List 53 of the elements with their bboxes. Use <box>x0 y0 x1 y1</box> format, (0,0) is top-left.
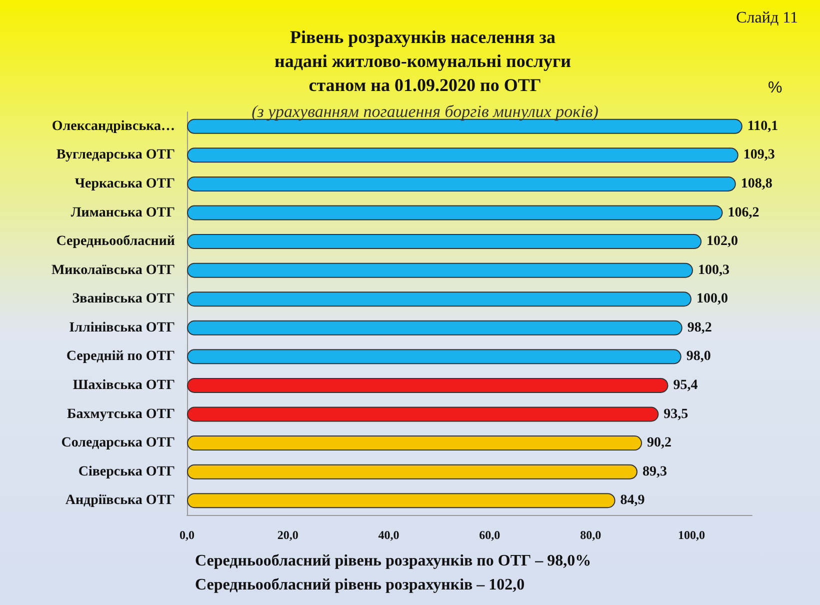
bar <box>187 320 682 336</box>
y-tick-label: Лиманська ОТГ <box>70 205 176 220</box>
y-tick-label: Черкаська ОТГ <box>74 176 176 192</box>
x-tick-label: 60,0 <box>479 528 500 542</box>
y-tick-label: Званівська ОТГ <box>72 292 176 307</box>
data-label: 108,8 <box>740 176 772 192</box>
data-label: 109,3 <box>743 148 775 163</box>
data-label: 93,5 <box>664 406 688 422</box>
bar <box>187 148 738 163</box>
bar <box>187 349 682 364</box>
data-label: 110,1 <box>747 118 778 134</box>
x-tick-label: 0,0 <box>180 528 194 542</box>
y-tick-label: Соледарська ОТГ <box>61 436 176 451</box>
data-label: 89,3 <box>642 464 667 480</box>
bar <box>187 493 616 508</box>
bar <box>187 292 692 307</box>
x-tick-label: 100,0 <box>678 528 705 542</box>
y-tick-label: Середній по ОТГ <box>66 349 176 364</box>
data-label: 98,2 <box>687 320 712 336</box>
data-label: 95,4 <box>673 378 698 393</box>
text: Середньообласний рівень розрахунків по ОТГ – 98,0% <box>195 552 592 570</box>
chart-title: Рівень розрахунків населення за надані житлово-комунальні послуги станом на 01.09.2020 по ОТГ <box>274 27 576 95</box>
data-label: 100,3 <box>698 262 730 278</box>
y-tick-label: Вугледарська ОТГ <box>56 148 176 163</box>
bar <box>187 205 723 220</box>
data-label: 98,0 <box>686 349 711 364</box>
bar <box>187 234 702 250</box>
bar <box>187 262 693 278</box>
bar <box>187 176 736 192</box>
y-tick-label: Сіверська ОТГ <box>78 464 176 480</box>
x-tick-label: 80,0 <box>580 528 602 542</box>
text: Слайд 11 <box>736 10 798 26</box>
x-tick-label: 40,0 <box>378 528 400 542</box>
data-label: 100,0 <box>696 292 728 307</box>
y-tick-label: Олександрівська… <box>52 118 175 134</box>
data-label: 102,0 <box>706 234 738 250</box>
bar <box>187 406 659 422</box>
y-tick-label: Бахмутська ОТГ <box>67 406 176 422</box>
chart-subtitle: (з урахуванням погашення боргів минулих років) <box>252 102 599 121</box>
bar <box>187 436 642 451</box>
x-axis-title: % <box>768 80 782 96</box>
data-label: 106,2 <box>728 205 760 220</box>
y-tick-label: Андріївська ОТГ <box>65 493 176 508</box>
data-label: 90,2 <box>647 436 672 451</box>
text: Середньообласний рівень розрахунків – 102,0 <box>195 576 525 594</box>
data-label: 84,9 <box>620 493 645 508</box>
bar <box>187 378 668 393</box>
x-tick-label: 20,0 <box>277 528 298 542</box>
y-tick-label: Миколаївська ОТГ <box>51 262 176 278</box>
y-tick-label: Іллінівська ОТГ <box>69 320 176 336</box>
y-tick-label: Середньообласний <box>56 234 175 250</box>
bar <box>187 464 638 480</box>
y-tick-label: Шахівська ОТГ <box>72 378 176 393</box>
